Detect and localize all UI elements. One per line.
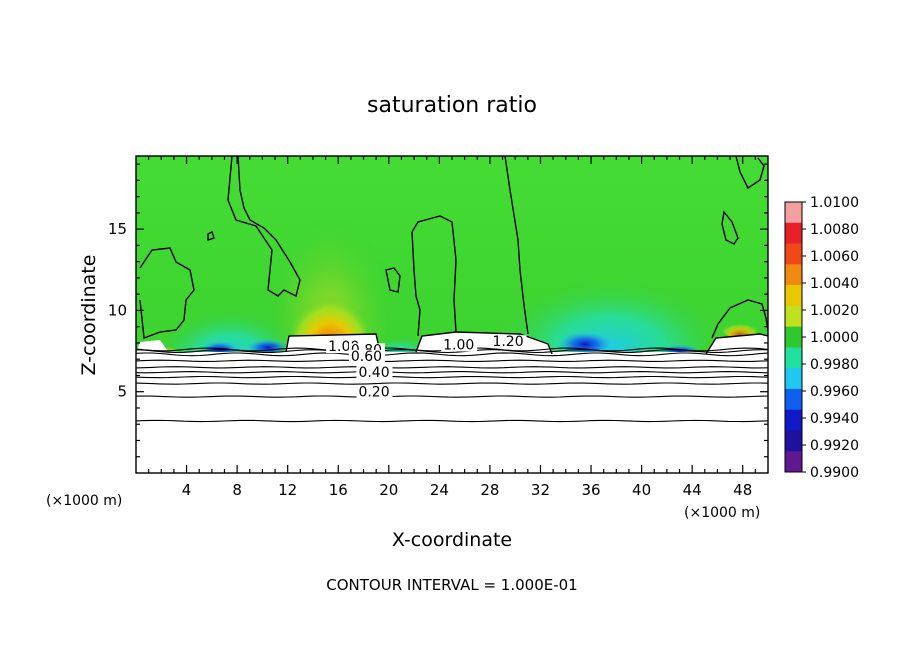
contour-label-background <box>490 335 527 349</box>
x-tick-label: 16 <box>329 481 348 499</box>
plot-area: 1.000.800.600.400.201.001.20 <box>136 156 768 473</box>
contour-line <box>411 231 421 337</box>
contour-label-background <box>441 338 478 352</box>
x-tick-label: 32 <box>531 481 550 499</box>
colorbar-swatch <box>785 222 802 245</box>
x-tick-label: 48 <box>733 481 752 499</box>
colorbar-swatch <box>785 368 802 390</box>
x-tick-label: 4 <box>182 481 192 499</box>
colorbar-swatch <box>785 305 802 328</box>
cyan-region-right <box>500 245 720 375</box>
colorbar-swatch <box>785 326 802 348</box>
contour-label: 0.60 <box>351 349 382 365</box>
x-unit-left: (×1000 m) <box>46 493 122 509</box>
colorbar-swatch <box>785 347 802 369</box>
y-tick-label: 10 <box>108 301 127 319</box>
x-tick-label: 40 <box>632 481 651 499</box>
contour-line <box>711 299 768 339</box>
contour-line <box>136 371 768 374</box>
colorbar-swatch <box>785 451 802 473</box>
contour-line <box>136 395 768 398</box>
x-tick-label: 44 <box>683 481 702 499</box>
chart-title: saturation ratio <box>367 93 537 118</box>
contour-label-background <box>348 349 385 363</box>
colorbar-label: 0.9920 <box>810 438 859 454</box>
colorbar-label: 1.0040 <box>810 276 859 292</box>
colorbar-swatch <box>785 264 802 286</box>
colorbar-label: 1.0080 <box>810 222 859 238</box>
colorbar-swatch <box>785 388 802 411</box>
field-contours <box>139 156 768 355</box>
below-cloud-base <box>136 352 768 473</box>
colorbar-swatch <box>785 430 802 452</box>
colorbar-label: 1.0020 <box>810 303 859 319</box>
x-tick-label: 8 <box>232 481 242 499</box>
contour-line <box>136 375 768 379</box>
blue-minimum-2 <box>248 338 288 354</box>
contour-label: 1.00 <box>443 337 474 353</box>
colorbar-swatch <box>785 202 802 224</box>
contour-line <box>415 331 553 355</box>
y-tick-label: 15 <box>108 220 127 238</box>
contour-line <box>705 333 768 355</box>
x-tick-label: 24 <box>430 481 449 499</box>
contour-labels: 1.000.800.600.400.201.001.20 <box>326 334 527 401</box>
x-axis-label: X-coordinate <box>392 529 512 551</box>
colorbar-swatch <box>785 285 802 307</box>
colorbar-label: 1.0100 <box>810 195 859 211</box>
x-tick-label: 12 <box>278 481 297 499</box>
contour-line <box>136 366 768 369</box>
x-axis: 4 8 12 16 20 24 28 32 36 40 44 48 <box>148 156 756 499</box>
contour-label-background <box>356 366 393 380</box>
contour-line <box>721 210 739 245</box>
colorbar-label: 0.9940 <box>810 411 859 427</box>
colorbar-label: 0.9980 <box>810 357 859 373</box>
contour-line <box>735 156 765 190</box>
contour-label: 0.40 <box>358 365 389 381</box>
colorbar-label: 0.9960 <box>810 384 859 400</box>
contour-line <box>285 333 381 353</box>
colorbar-label: 1.0000 <box>810 330 859 346</box>
colorbar-label: 1.0060 <box>810 249 859 265</box>
colorbar-label: 0.9900 <box>810 465 859 481</box>
x-unit-right: (×1000 m) <box>684 505 760 521</box>
x-tick-label: 28 <box>480 481 499 499</box>
contour-line <box>139 247 195 339</box>
colorbar-swatch <box>785 409 802 431</box>
contour-label-background <box>356 385 393 399</box>
contour-line <box>504 156 529 335</box>
contour-label: 1.20 <box>492 334 523 350</box>
contour-line <box>411 215 457 333</box>
contour-line <box>207 231 215 241</box>
contour-line <box>385 267 401 293</box>
x-tick-label: 20 <box>379 481 398 499</box>
contour-line <box>136 419 768 423</box>
orange-spot-right <box>722 318 758 338</box>
white-region-3 <box>706 334 768 354</box>
contour-label: 0.20 <box>358 385 389 401</box>
contour-line <box>227 156 301 298</box>
y-axis-label: Z-coordinate <box>78 255 100 376</box>
y-axis: 5 10 15 <box>108 163 768 458</box>
contour-line <box>136 352 768 357</box>
x-tick-label: 36 <box>581 481 600 499</box>
colorbar: 1.0100 1.0080 1.0060 1.0040 1.0020 1.0000 0.99… <box>784 195 859 481</box>
colorbar-swatch <box>785 243 802 265</box>
contour-line <box>136 359 768 362</box>
contour-line <box>136 382 768 385</box>
y-tick-label: 5 <box>117 383 127 401</box>
contour-interval-note: CONTOUR INTERVAL = 1.000E-01 <box>326 576 577 594</box>
